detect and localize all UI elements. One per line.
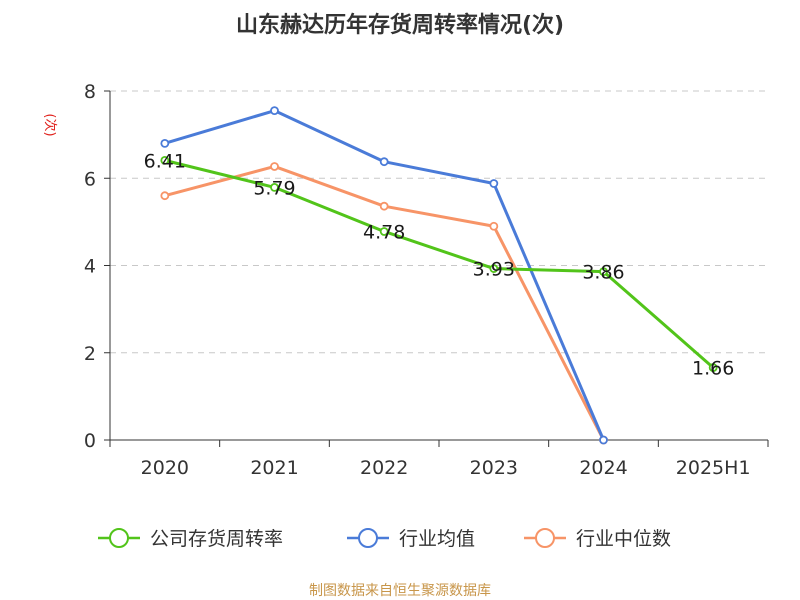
- data-point: [270, 106, 279, 116]
- data-point: [160, 138, 170, 148]
- data-label: 6.41: [144, 150, 186, 172]
- data-point: [160, 191, 170, 201]
- series-lines: [160, 106, 718, 445]
- legend-label-1[interactable]: 行业均值: [399, 528, 475, 550]
- data-point: [379, 227, 389, 236]
- series-line-0: [163, 158, 715, 370]
- x-tick-label: 2024: [579, 457, 627, 479]
- data-point: [599, 267, 608, 277]
- data-label: 1.66: [692, 358, 734, 380]
- data-point: [599, 435, 608, 445]
- data-point: [270, 162, 279, 171]
- y-tick-label: 0: [84, 430, 96, 452]
- y-tick-label: 2: [84, 343, 96, 365]
- y-tick-label: 8: [84, 81, 96, 103]
- data-point: [379, 157, 389, 167]
- data-label: 3.86: [582, 262, 624, 284]
- x-tick-label: 2020: [141, 457, 189, 479]
- x-tick-label: 2021: [250, 457, 298, 479]
- data-point: [489, 264, 499, 273]
- data-point: [379, 201, 389, 211]
- legend-label-2[interactable]: 行业中位数: [576, 528, 671, 550]
- source-note: 制图数据来自恒生聚源数据库: [309, 583, 491, 599]
- y-tick-label: 4: [84, 256, 96, 278]
- y-axis-label: (次): [42, 113, 58, 136]
- legend-marker-1: [358, 528, 378, 548]
- data-label: 3.93: [473, 259, 515, 281]
- axes: 0 2 4 6 8 2020 2021 2022 2023 2024 2025H1: [84, 81, 769, 479]
- data-point: [270, 183, 279, 192]
- data-point: [708, 363, 718, 372]
- data-label: 5.79: [253, 177, 295, 199]
- data-point: [489, 221, 499, 231]
- data-point: [160, 155, 170, 165]
- legend[interactable]: 公司存货周转率 行业均值 行业中位数: [98, 528, 671, 550]
- y-tick-label: 6: [84, 168, 96, 190]
- x-tick-label: 2025H1: [676, 457, 751, 479]
- data-labels: 6.41 5.79 4.78 3.93 3.86 1.66: [144, 150, 735, 379]
- x-tick-label: 2023: [470, 457, 518, 479]
- chart-title: 山东赫达历年存货周转率情况(次): [236, 12, 564, 38]
- legend-label-0[interactable]: 公司存货周转率: [150, 528, 283, 550]
- data-point: [489, 179, 499, 188]
- data-label: 4.78: [363, 221, 405, 243]
- legend-marker-2: [535, 528, 555, 548]
- legend-marker-0: [109, 528, 129, 548]
- x-tick-label: 2022: [360, 457, 408, 479]
